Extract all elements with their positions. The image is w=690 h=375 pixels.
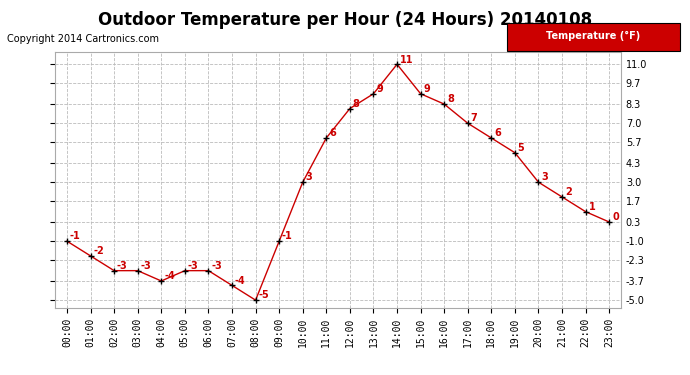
- Text: 8: 8: [353, 99, 359, 109]
- Text: -1: -1: [70, 231, 81, 242]
- Text: Temperature (°F): Temperature (°F): [546, 32, 640, 41]
- Text: -3: -3: [141, 261, 151, 271]
- Text: Outdoor Temperature per Hour (24 Hours) 20140108: Outdoor Temperature per Hour (24 Hours) …: [98, 11, 592, 29]
- Text: 1: 1: [589, 202, 595, 212]
- Text: 6: 6: [494, 128, 501, 138]
- Text: -3: -3: [211, 261, 222, 271]
- Text: -3: -3: [117, 261, 128, 271]
- Text: -1: -1: [282, 231, 293, 242]
- Text: -4: -4: [235, 276, 246, 286]
- Text: 6: 6: [329, 128, 336, 138]
- Text: -3: -3: [188, 261, 199, 271]
- Text: -5: -5: [259, 290, 269, 300]
- Text: 7: 7: [471, 114, 477, 123]
- Text: 9: 9: [376, 84, 383, 94]
- Text: -4: -4: [164, 271, 175, 281]
- Text: 0: 0: [612, 212, 619, 222]
- Text: 2: 2: [565, 187, 571, 197]
- Text: 8: 8: [447, 94, 454, 104]
- Text: 3: 3: [542, 172, 548, 183]
- Text: 11: 11: [400, 54, 413, 64]
- Text: 3: 3: [306, 172, 313, 183]
- Text: 5: 5: [518, 143, 524, 153]
- Text: 9: 9: [424, 84, 430, 94]
- Text: -2: -2: [93, 246, 104, 256]
- Text: Copyright 2014 Cartronics.com: Copyright 2014 Cartronics.com: [7, 34, 159, 44]
